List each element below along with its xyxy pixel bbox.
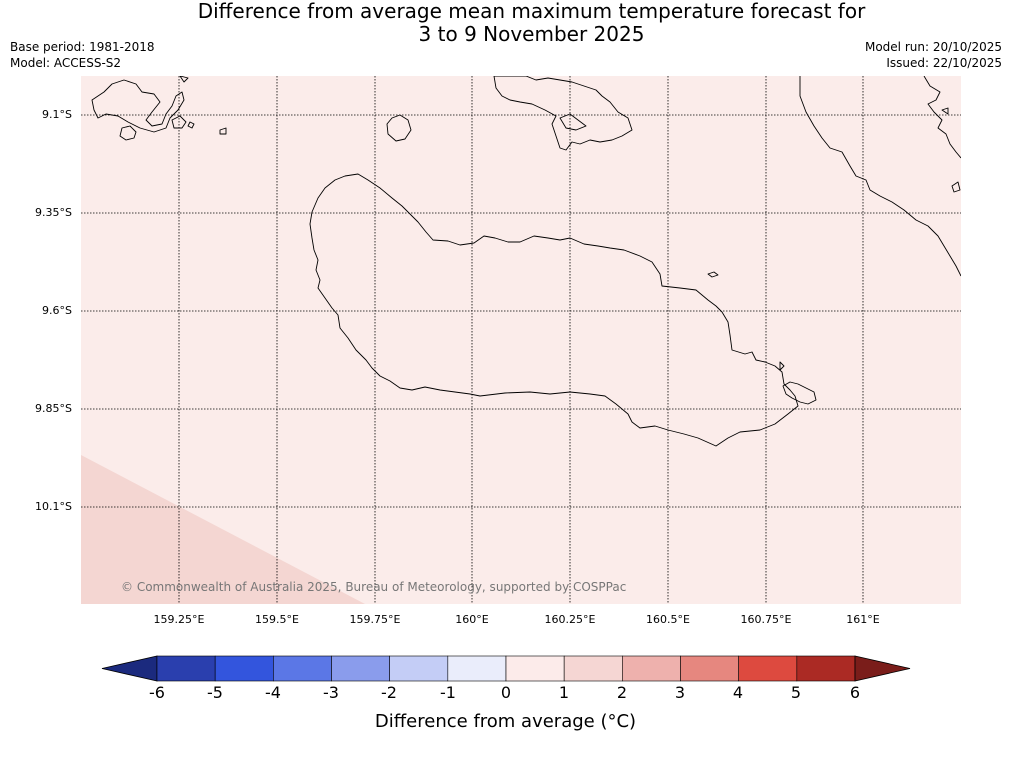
colorbar-tick-label: -3 — [323, 683, 339, 702]
coastlines — [91, 76, 961, 447]
lon-label-160-5: 160.5°E — [646, 613, 690, 626]
coastline-islet — [119, 125, 137, 141]
coastline-islet — [179, 76, 189, 83]
colorbar-segment — [389, 655, 449, 682]
colorbar-tick-label: -6 — [149, 683, 165, 702]
coastline-islet — [187, 121, 195, 129]
lat-label-10-1: 10.1°S — [35, 500, 72, 513]
lon-label-159-75: 159.75°E — [349, 613, 401, 626]
colorbar-label: Difference from average (°C) — [374, 711, 637, 732]
colorbar-extend-min — [101, 655, 158, 682]
model-text: Model: ACCESS-S2 — [10, 56, 122, 70]
chart-title-line1: Difference from average mean maximum tem… — [197, 0, 866, 23]
lat-label-9-35: 9.35°S — [35, 206, 72, 219]
lon-label-159-25: 159.25°E — [153, 613, 205, 626]
lower-left-anomaly-region — [81, 455, 365, 604]
lon-label-161: 161°E — [846, 613, 880, 626]
coastline-russell — [91, 79, 185, 133]
metadata-right: Model run: 20/10/2025 Issued: 22/10/2025 — [865, 39, 1002, 71]
copyright-notice: © Commonwealth of Australia 2025, Bureau… — [121, 580, 627, 594]
coastline-nggela — [493, 76, 633, 151]
metadata-left: Base period: 1981-2018 Model: ACCESS-S2 — [10, 39, 155, 71]
colorbar-segment — [680, 655, 739, 682]
colorbar-segment — [796, 655, 856, 682]
coastline-malaita-inner — [923, 76, 961, 159]
coastline-islet — [782, 381, 817, 405]
colorbar-tick-label: -5 — [207, 683, 223, 702]
coastline-islet — [941, 107, 949, 115]
coastline-islet — [559, 113, 587, 131]
colorbar-tick-label: 0 — [500, 683, 512, 702]
lat-label-9-1: 9.1°S — [42, 108, 72, 121]
lon-label-160-75: 160.75°E — [740, 613, 792, 626]
model-run-text: Model run: 20/10/2025 — [864, 40, 1002, 54]
colorbar-segment — [156, 655, 216, 682]
lat-label-9-85: 9.85°S — [35, 402, 72, 415]
colorbar-tick-label: -2 — [381, 683, 397, 702]
base-period-text: Base period: 1981-2018 — [10, 40, 155, 54]
colorbar-tick-label: 2 — [616, 683, 628, 702]
colorbar-tick-label: -1 — [440, 683, 456, 702]
lon-label-160: 160°E — [455, 613, 489, 626]
chart-title-line2: 3 to 9 November 2025 — [418, 22, 645, 46]
gridlines — [81, 76, 961, 604]
colorbar-segment — [447, 655, 507, 682]
lat-label-9-6: 9.6°S — [42, 304, 72, 317]
coastline-islet — [219, 127, 227, 135]
colorbar-tick-label: 4 — [732, 683, 744, 702]
colorbar-segment — [331, 655, 390, 682]
colorbar-extend-max — [854, 655, 911, 682]
colorbar-segment — [214, 655, 274, 682]
colorbar-segment — [622, 655, 681, 682]
chart-title: Difference from average mean maximum tem… — [0, 0, 1011, 46]
coastline-savo — [386, 114, 412, 142]
colorbar-tick-label: 3 — [674, 683, 686, 702]
coastline-malaita — [799, 76, 961, 277]
coastline-islet — [951, 181, 961, 193]
colorbar-segment — [563, 655, 623, 682]
lon-label-159-5: 159.5°E — [255, 613, 299, 626]
coastline-islet — [779, 361, 785, 371]
colorbar — [101, 655, 911, 682]
coastline-islet — [707, 271, 719, 278]
colorbar-segment — [738, 655, 798, 682]
colorbar-tick-label: -4 — [265, 683, 281, 702]
colorbar-tick-label: 1 — [558, 683, 570, 702]
colorbar-tick-label: 5 — [790, 683, 802, 702]
map-background-fill — [81, 76, 961, 604]
map-area — [81, 76, 961, 604]
issued-text: Issued: 22/10/2025 — [886, 56, 1002, 70]
coastline-islet — [171, 115, 187, 129]
coastline-guadalcanal — [309, 173, 799, 447]
colorbar-segment — [505, 655, 565, 682]
lon-label-160-25: 160.25°E — [544, 613, 596, 626]
colorbar-tick-label: 6 — [849, 683, 861, 702]
colorbar-segment — [273, 655, 332, 682]
